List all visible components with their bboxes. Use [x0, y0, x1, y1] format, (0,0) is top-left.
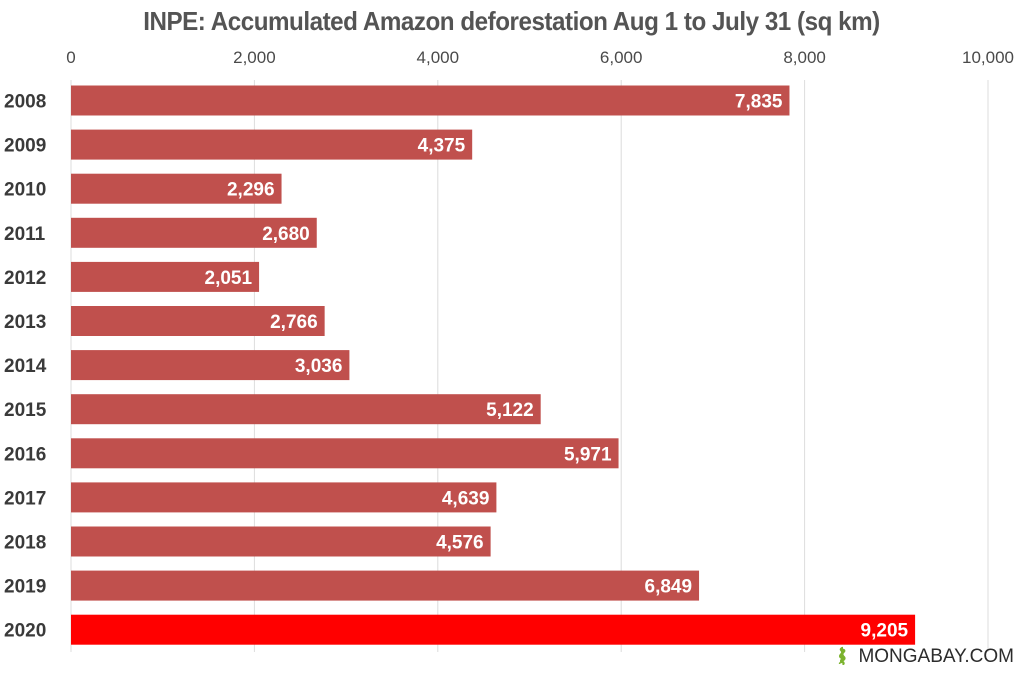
bar: [71, 438, 619, 469]
data-label: 7,835: [735, 92, 783, 113]
data-label: 2,051: [205, 268, 253, 289]
category-label: 2018: [4, 533, 46, 554]
data-label: 2,766: [270, 312, 318, 333]
bar: [71, 482, 497, 513]
bar: [71, 173, 282, 204]
bar: [71, 394, 541, 425]
data-label: 9,205: [861, 621, 909, 642]
y-axis-categories: 2008 2009 2010 2011 2012 2013 2014 2015 2016 2017…: [4, 92, 47, 642]
data-label: 2,680: [262, 224, 310, 245]
category-label: 2017: [4, 488, 46, 509]
credit: MONGABAY.COM: [832, 646, 1014, 668]
x-axis-ticks: 0 2,000 4,000 6,000 8,000 10,000: [66, 48, 1014, 67]
tick-label: 4,000: [417, 48, 460, 67]
gecko-logo-icon: [839, 646, 847, 666]
data-label: 2,296: [227, 180, 275, 201]
category-label: 2008: [4, 92, 46, 113]
bar: [71, 129, 473, 160]
bar: [71, 350, 350, 381]
data-label: 5,122: [486, 400, 534, 421]
category-label: 2010: [4, 180, 46, 201]
category-label: 2009: [4, 136, 46, 157]
tick-label: 8,000: [783, 48, 826, 67]
data-label: 6,849: [645, 577, 693, 598]
bar: [71, 306, 325, 336]
data-label: 3,036: [295, 356, 343, 377]
category-label: 2015: [4, 400, 47, 421]
tick-label: 6,000: [600, 48, 643, 67]
data-label: 5,971: [564, 444, 612, 465]
credit-text: MONGABAY.COM: [858, 646, 1014, 667]
category-label: 2012: [4, 268, 46, 289]
category-label: 2016: [4, 444, 46, 465]
chart-title: INPE: Accumulated Amazon deforestation A…: [143, 6, 880, 36]
bar: [71, 614, 916, 645]
tick-label: 10,000: [962, 48, 1014, 67]
tick-label: 2,000: [233, 48, 276, 67]
category-label: 2011: [4, 224, 46, 245]
category-label: 2020: [4, 621, 46, 642]
data-label: 4,639: [442, 488, 490, 509]
data-labels: 7,835 4,375 2,296 2,680 2,051 2,766 3,036 5,122…: [205, 92, 909, 642]
category-label: 2014: [4, 356, 47, 377]
data-label: 4,576: [436, 533, 484, 554]
bar: [71, 570, 700, 601]
bar: [71, 526, 491, 557]
bars: [71, 85, 916, 645]
bar: [71, 85, 790, 116]
data-label: 4,375: [418, 136, 466, 157]
bar: [71, 261, 260, 292]
tick-label: 0: [66, 48, 75, 67]
bar: [71, 217, 317, 248]
category-label: 2013: [4, 312, 46, 333]
category-label: 2019: [4, 577, 46, 598]
